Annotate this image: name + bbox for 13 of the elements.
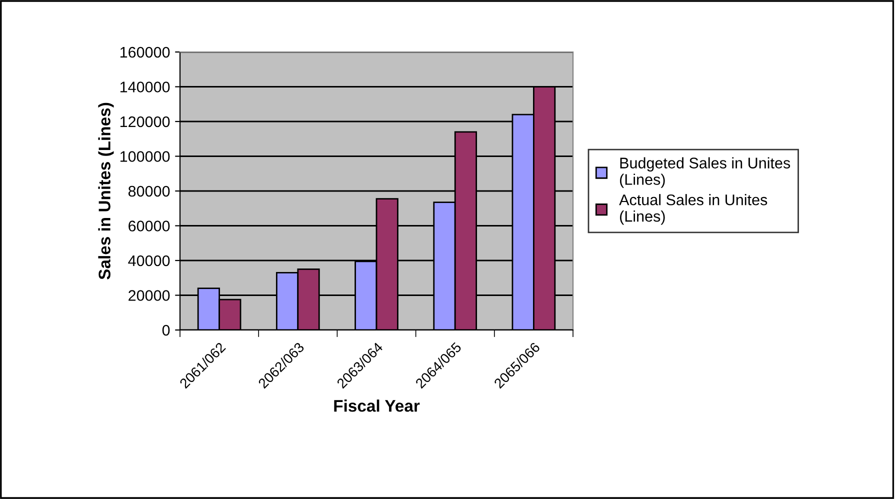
y-tick-label: 20000 <box>128 290 170 301</box>
y-tick-label: 140000 <box>120 82 170 92</box>
y-tick-label: 160000 <box>120 46 170 58</box>
y-axis-title: Sales in Unites (Lines) <box>98 102 114 280</box>
y-tick-label: 40000 <box>128 255 170 266</box>
legend-label: Actual Sales in Unites (Lines) <box>619 194 768 225</box>
y-tick-label: 0 <box>162 324 170 336</box>
y-tick-label: 120000 <box>120 116 170 128</box>
y-tick-label: 100000 <box>120 151 170 162</box>
y-tick-label: 80000 <box>128 186 170 197</box>
x-axis-title: Fiscal Year <box>334 400 420 412</box>
y-tick-label: 60000 <box>128 220 170 232</box>
legend-label: Budgeted Sales in Unites (Lines) <box>620 157 790 188</box>
